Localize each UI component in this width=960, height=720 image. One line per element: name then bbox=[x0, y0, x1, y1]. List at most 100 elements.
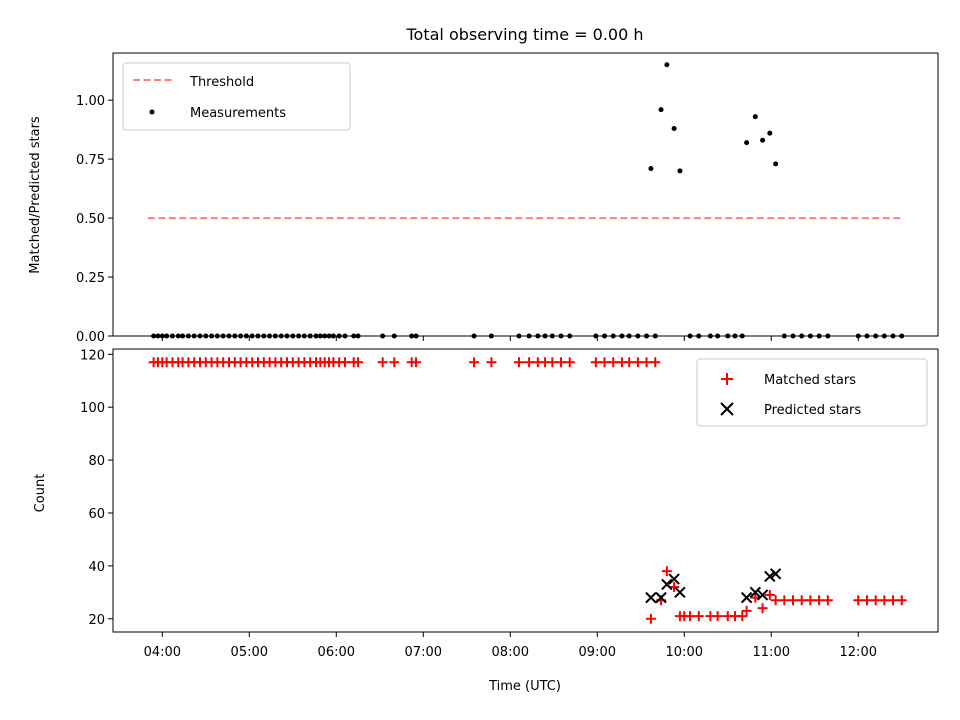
matched-star-point bbox=[853, 595, 864, 606]
predicted-star-point bbox=[645, 591, 657, 604]
stars-layer bbox=[148, 357, 907, 624]
y-tick-label: 1.00 bbox=[76, 94, 105, 109]
matched-star-point bbox=[796, 595, 807, 606]
legend-predicted-swatch bbox=[720, 402, 734, 416]
bottom-y-axis: 20 40 60 80 100 120 bbox=[80, 348, 113, 628]
matched-star-point bbox=[870, 595, 881, 606]
bottom-plot-frame bbox=[112, 348, 939, 633]
matched-star-point bbox=[599, 357, 610, 368]
bottom-panel: 20 40 60 80 100 120 04:00 05:00 06:00 07:00 08:00… bbox=[33, 348, 939, 694]
matched-star-point bbox=[411, 357, 422, 368]
measurement-point bbox=[760, 137, 766, 143]
matched-star-point bbox=[590, 357, 601, 368]
x-tick-label: 05:00 bbox=[231, 645, 268, 660]
matched-star-point bbox=[896, 595, 907, 606]
matched-star-point bbox=[788, 595, 799, 606]
top-panel: 0.00 0.25 0.50 0.75 1.00 Matched/Predicted s… bbox=[28, 52, 939, 345]
matched-star-point bbox=[741, 605, 752, 616]
matched-star-point bbox=[524, 357, 535, 368]
predicted-star-point bbox=[661, 578, 673, 591]
y-tick-label: 60 bbox=[88, 507, 105, 522]
matched-star-point bbox=[547, 357, 558, 368]
legend-predicted-label: Predicted stars bbox=[764, 403, 861, 418]
predicted-star-point bbox=[749, 586, 762, 599]
measurement-point bbox=[744, 140, 750, 146]
measurement-point bbox=[648, 166, 654, 172]
measurement-point bbox=[664, 62, 670, 68]
top-y-axis-title: Matched/Predicted stars bbox=[28, 116, 43, 274]
matched-star-point bbox=[513, 357, 524, 368]
matched-star-point bbox=[861, 595, 872, 606]
matched-star-point bbox=[645, 613, 656, 624]
matched-star-point bbox=[632, 357, 643, 368]
bottom-y-axis-title: Count bbox=[33, 474, 48, 513]
measurement-point bbox=[671, 125, 677, 131]
matched-star-point bbox=[339, 357, 350, 368]
y-tick-label: 80 bbox=[88, 454, 105, 469]
matched-star-point bbox=[764, 589, 775, 600]
legend-measurements-swatch bbox=[149, 109, 155, 115]
matched-star-point bbox=[888, 595, 899, 606]
matched-star-point bbox=[757, 603, 768, 614]
matched-star-point bbox=[661, 566, 672, 577]
y-tick-label: 120 bbox=[80, 348, 105, 363]
bottom-legend: Matched stars Predicted stars bbox=[696, 358, 928, 427]
x-tick-label: 04:00 bbox=[144, 645, 181, 660]
y-tick-label: 100 bbox=[80, 401, 105, 416]
y-tick-label: 20 bbox=[88, 613, 105, 628]
matched-star-point bbox=[770, 595, 781, 606]
x-tick-label: 12:00 bbox=[840, 645, 877, 660]
top-y-axis: 0.00 0.25 0.50 0.75 1.00 bbox=[76, 94, 113, 345]
chart-title: Total observing time = 0.00 h bbox=[405, 25, 643, 44]
legend-measurements-label: Measurements bbox=[190, 106, 286, 121]
matched-star-point bbox=[624, 357, 635, 368]
legend-threshold-label: Threshold bbox=[189, 75, 254, 90]
x-tick-label: 10:00 bbox=[666, 645, 703, 660]
measurement-point bbox=[658, 107, 664, 113]
top-legend: Threshold Measurements bbox=[122, 62, 351, 131]
legend-matched-label: Matched stars bbox=[764, 373, 856, 388]
matched-star-point bbox=[377, 357, 388, 368]
legend-matched-swatch bbox=[721, 373, 733, 385]
measurement-point bbox=[767, 130, 773, 136]
top-x-ticks bbox=[161, 336, 859, 341]
matched-star-point bbox=[737, 611, 748, 622]
predicted-star-point bbox=[674, 586, 686, 599]
x-tick-label: 09:00 bbox=[579, 645, 616, 660]
matched-star-point bbox=[608, 357, 619, 368]
matched-star-point bbox=[469, 357, 480, 368]
matched-star-point bbox=[353, 357, 364, 368]
matched-star-point bbox=[556, 357, 567, 368]
matched-star-point bbox=[712, 611, 723, 622]
matched-star-point bbox=[486, 357, 497, 368]
y-tick-label: 0.75 bbox=[76, 153, 105, 168]
measurement-point bbox=[752, 114, 758, 120]
predicted-star-point bbox=[756, 589, 769, 601]
matched-star-point bbox=[693, 611, 704, 622]
matched-star-point bbox=[650, 357, 661, 368]
predicted-star-point bbox=[769, 568, 782, 580]
x-tick-label: 06:00 bbox=[318, 645, 355, 660]
bottom-x-axis: 04:00 05:00 06:00 07:00 08:00 09:00 10:00 11:00… bbox=[144, 632, 877, 660]
measurement-point bbox=[773, 161, 779, 167]
y-tick-label: 0.25 bbox=[76, 271, 105, 286]
x-axis-title: Time (UTC) bbox=[488, 679, 561, 694]
x-tick-label: 11:00 bbox=[753, 645, 790, 660]
predicted-star-point bbox=[668, 573, 680, 585]
y-tick-label: 0.50 bbox=[76, 212, 105, 227]
x-tick-label: 07:00 bbox=[405, 645, 442, 660]
matched-star-point bbox=[389, 357, 400, 368]
y-tick-label: 40 bbox=[88, 560, 105, 575]
x-tick-label: 08:00 bbox=[492, 645, 529, 660]
matched-star-point bbox=[814, 595, 825, 606]
matched-star-point bbox=[805, 595, 816, 606]
matched-star-point bbox=[879, 595, 890, 606]
matched-star-point bbox=[822, 595, 833, 606]
predicted-star-point bbox=[740, 591, 753, 604]
matched-star-point bbox=[779, 595, 790, 606]
predicted-star-point bbox=[655, 591, 667, 604]
top-plot-frame bbox=[112, 52, 939, 337]
matched-star-point bbox=[641, 357, 652, 368]
matched-star-point bbox=[564, 357, 575, 368]
